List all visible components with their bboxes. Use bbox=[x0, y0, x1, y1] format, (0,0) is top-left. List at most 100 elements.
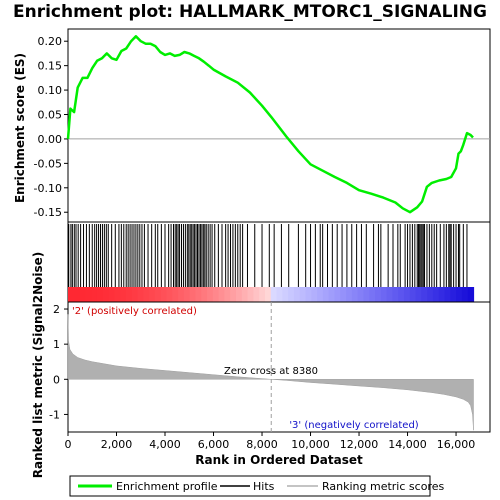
ranking-color-cell bbox=[392, 287, 399, 302]
ranking-color-cell bbox=[328, 287, 336, 302]
ranking-color-cell bbox=[363, 287, 370, 302]
ranking-color-cell bbox=[357, 287, 365, 302]
ranking-color-cell bbox=[102, 287, 110, 302]
ranking-color-cell bbox=[398, 287, 405, 302]
ranking-color-cell bbox=[120, 287, 127, 302]
metric-panel bbox=[67, 301, 491, 433]
ranking-color-cell bbox=[276, 287, 283, 302]
ranking-color-cell bbox=[375, 287, 382, 302]
ranking-color-cell bbox=[415, 287, 422, 302]
ranking-color-cell bbox=[224, 287, 231, 302]
ranking-color-cell bbox=[235, 287, 243, 302]
es-y-tick-label: 0.00 bbox=[38, 133, 63, 146]
ranking-color-cell bbox=[149, 287, 156, 302]
ranking-color-cell bbox=[183, 287, 191, 302]
x-tick-label: 2,000 bbox=[101, 438, 133, 451]
ranking-color-cell bbox=[317, 287, 324, 302]
es-y-axis: 0.20 0.15 0.10 0.05 0.00 -0.05 -0.10 -0.15 bbox=[34, 35, 68, 219]
enrichment-profile-line bbox=[66, 35, 474, 214]
ranking-color-cell bbox=[172, 287, 179, 302]
x-tick-label: 12,000 bbox=[340, 438, 379, 451]
ranking-color-cell bbox=[166, 287, 173, 302]
legend-hits-label: Hits bbox=[253, 480, 275, 493]
es-y-tick-label: 0.05 bbox=[38, 109, 63, 122]
ranking-color-cell bbox=[264, 287, 272, 302]
ranking-color-cell bbox=[340, 287, 347, 302]
ranking-color-cell bbox=[322, 287, 330, 302]
ranking-color-cell bbox=[450, 287, 457, 302]
x-tick-label: 4,000 bbox=[149, 438, 181, 451]
ranking-color-cell bbox=[421, 287, 428, 302]
ranking-color-cell bbox=[96, 287, 104, 302]
chart-title: Enrichment plot: HALLMARK_MTORC1_SIGNALI… bbox=[13, 2, 487, 22]
ranked-metric-area bbox=[67, 314, 474, 431]
metric-y-axis: 2 1 0 -1 bbox=[49, 303, 68, 421]
ranking-color-cell bbox=[409, 287, 417, 302]
x-tick-label: 14,000 bbox=[388, 438, 427, 451]
ranking-color-cell bbox=[73, 287, 81, 302]
ranking-color-cell bbox=[154, 287, 162, 302]
ranking-color-cell bbox=[438, 287, 446, 302]
hit-markers bbox=[68, 224, 468, 287]
ranking-color-cell bbox=[218, 287, 226, 302]
ranking-color-cell bbox=[253, 287, 260, 302]
ranking-color-cell bbox=[288, 287, 295, 302]
metric-y-tick-label: -1 bbox=[49, 408, 60, 421]
ranking-color-cell bbox=[247, 287, 254, 302]
ranking-color-cell bbox=[143, 287, 150, 302]
es-y-tick-label: -0.10 bbox=[34, 182, 62, 195]
es-y-tick-label: 0.20 bbox=[38, 35, 63, 48]
ranking-color-cell bbox=[299, 287, 307, 302]
es-y-tick-label: -0.05 bbox=[34, 157, 62, 170]
ranking-color-cell bbox=[108, 287, 115, 302]
ranking-color-cell bbox=[212, 287, 220, 302]
ranking-color-cell bbox=[241, 287, 249, 302]
ranking-color-cell bbox=[369, 287, 376, 302]
ranking-color-cell bbox=[456, 287, 463, 302]
legend-ranking-label: Ranking metric scores bbox=[322, 480, 444, 493]
es-y-tick-label: 0.15 bbox=[38, 60, 63, 73]
ranking-color-cell bbox=[311, 287, 318, 302]
ranking-color-cell bbox=[91, 287, 98, 302]
ranking-color-cell bbox=[259, 287, 266, 302]
ranking-color-cell bbox=[427, 287, 434, 302]
zero-cross-label: Zero cross at 8380 bbox=[224, 366, 318, 377]
ranking-color-cell bbox=[444, 287, 451, 302]
x-tick-label: 0 bbox=[65, 438, 72, 451]
metric-y-axis-label: Ranked list metric (Signal2Noise) bbox=[31, 252, 45, 479]
ranking-color-cell bbox=[467, 287, 475, 302]
ranking-color-cell bbox=[403, 287, 411, 302]
x-tick-label: 6,000 bbox=[198, 438, 230, 451]
ranking-color-cell bbox=[334, 287, 341, 302]
es-y-tick-label: 0.10 bbox=[38, 84, 63, 97]
ranking-color-cell bbox=[85, 287, 92, 302]
ranking-color-cell bbox=[432, 287, 440, 302]
ranking-color-cell bbox=[461, 287, 469, 302]
x-axis-label: Rank in Ordered Dataset bbox=[195, 453, 363, 467]
ranking-color-cell bbox=[178, 287, 185, 302]
ranking-color-cell bbox=[68, 287, 75, 302]
ranking-color-cell bbox=[79, 287, 86, 302]
positive-correlation-label: '2' (positively correlated) bbox=[72, 306, 197, 317]
ranking-color-cell bbox=[270, 287, 278, 302]
ranking-color-cell bbox=[114, 287, 121, 302]
x-tick-label: 8,000 bbox=[246, 438, 278, 451]
ranking-color-cell bbox=[230, 287, 237, 302]
ranking-color-cell bbox=[207, 287, 214, 302]
x-axis: 0 2,000 4,000 6,000 8,000 10,000 12,000 14,000 1… bbox=[65, 432, 476, 451]
es-y-tick-label: -0.15 bbox=[34, 206, 62, 219]
ranking-color-cell bbox=[386, 287, 394, 302]
x-tick-label: 16,000 bbox=[437, 438, 476, 451]
ranking-color-cell bbox=[305, 287, 312, 302]
ranking-color-cell bbox=[125, 287, 133, 302]
ranking-color-cell bbox=[137, 287, 144, 302]
ranking-color-cell bbox=[160, 287, 168, 302]
ranking-color-bar bbox=[68, 287, 475, 302]
ranking-color-cell bbox=[189, 287, 197, 302]
metric-y-tick-label: 0 bbox=[53, 373, 60, 386]
metric-y-tick-label: 2 bbox=[53, 303, 60, 316]
negative-correlation-label: '3' (negatively correlated) bbox=[289, 420, 418, 431]
ranking-color-cell bbox=[201, 287, 208, 302]
es-y-axis-label: Enrichment score (ES) bbox=[13, 53, 27, 203]
